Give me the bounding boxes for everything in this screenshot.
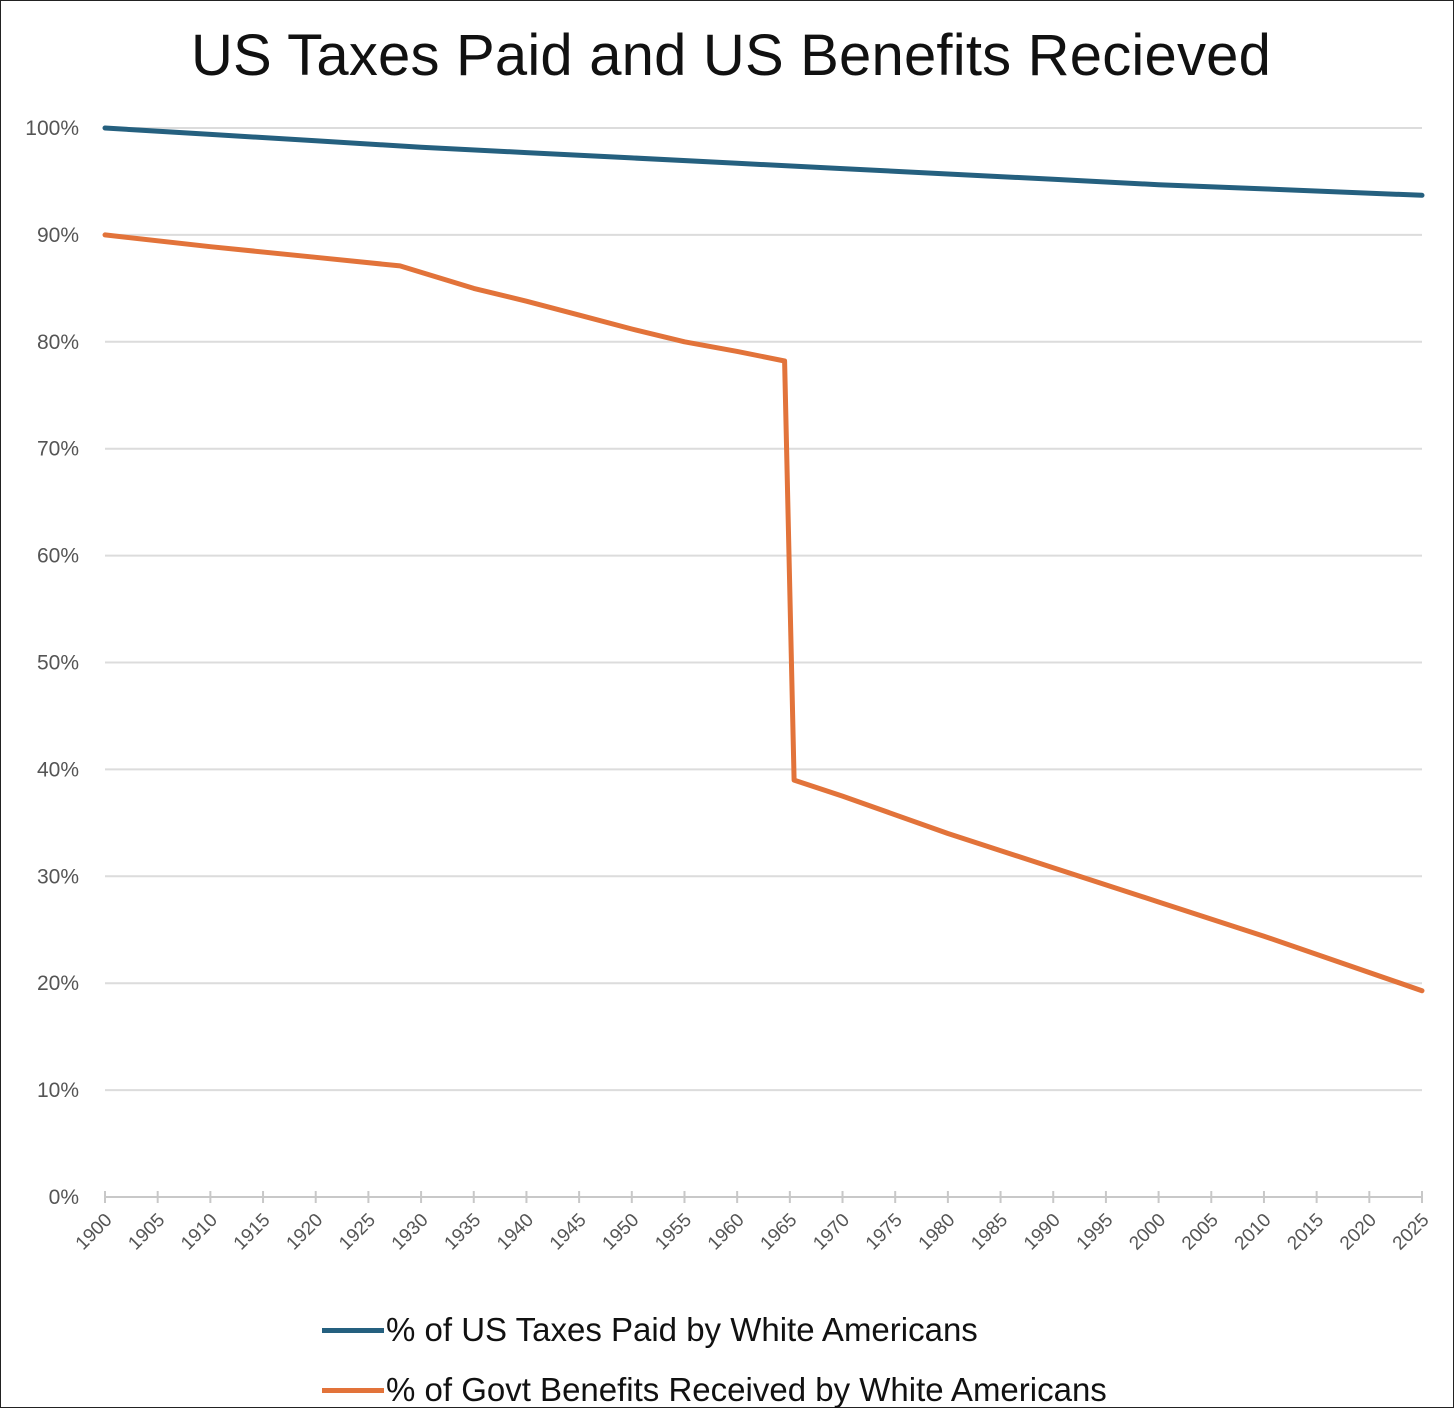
x-tick-label: 1985 [967,1210,1012,1255]
x-tick-label: 1920 [283,1210,328,1255]
x-tick-label: 1950 [599,1210,644,1255]
y-tick-label: 10% [37,1079,79,1102]
y-tick-label: 50% [37,652,79,675]
x-tick-label: 1935 [441,1210,486,1255]
series-line-taxes [102,125,1425,198]
x-tick-label: 1925 [335,1210,380,1255]
x-tick-label: 2025 [1389,1210,1434,1255]
legend-swatch-taxes [322,1327,384,1333]
x-tick-label: 2000 [1125,1210,1170,1255]
x-tick-label: 1965 [757,1210,802,1255]
legend-label-benefits: % of Govt Benefits Received by White Ame… [386,1371,1107,1408]
y-tick-label: 40% [37,758,79,781]
x-tick-label: 1940 [493,1210,538,1255]
x-tick-label: 1960 [704,1210,749,1255]
x-tick-label: 1995 [1073,1210,1118,1255]
legend-label-taxes: % of US Taxes Paid by White Americans [386,1311,978,1348]
x-tick-label: 1975 [862,1210,907,1255]
line-chart: 0%10%20%30%40%50%60%70%80%90%100% 1900 19… [25,117,1434,1254]
x-axis: 1900 1905 1910 1915 1920 1925 1930 1935 1940 1945… [72,1191,1434,1254]
x-tick-label: 1905 [124,1210,169,1255]
legend-item-benefits: % of Govt Benefits Received by White Ame… [322,1360,1107,1420]
y-tick-label: 70% [37,438,79,461]
y-tick-label: 80% [37,331,79,354]
x-tick-label: 1980 [915,1210,960,1255]
y-tick-label: 60% [37,545,79,568]
legend-swatch-benefits [322,1387,384,1393]
x-tick-label: 2015 [1283,1210,1328,1255]
x-tick-label: 1930 [388,1210,433,1255]
chart-title: US Taxes Paid and US Benefits Recieved [190,23,1272,88]
x-tick-label: 1945 [546,1210,591,1255]
y-tick-label: 30% [37,865,79,888]
x-tick-label: 1955 [651,1210,696,1255]
series-line-benefits [102,232,1425,994]
legend: % of US Taxes Paid by White Americans % … [322,1300,1107,1420]
x-tick-label: 2010 [1231,1210,1276,1255]
x-tick-label: 1970 [809,1210,854,1255]
legend-item-taxes: % of US Taxes Paid by White Americans [322,1300,1107,1360]
x-tick-label: 2005 [1178,1210,1223,1255]
x-tick-label: 2020 [1336,1210,1381,1255]
x-tick-label: 1990 [1020,1210,1065,1255]
series-lines [102,125,1425,994]
y-axis-ticks: 0% 10% 20% 30% 40% 50% 60% 70% 80% 90% 100% [25,117,79,1209]
y-tick-label: 20% [37,972,79,995]
x-tick-label: 1900 [72,1210,117,1255]
x-tick-label: 1915 [230,1210,275,1255]
y-tick-label: 90% [37,224,79,247]
y-tick-label: 100% [25,117,79,140]
gridlines [105,127,1422,1092]
y-tick-label: 0% [49,1186,79,1209]
x-tick-label: 1910 [177,1210,222,1255]
